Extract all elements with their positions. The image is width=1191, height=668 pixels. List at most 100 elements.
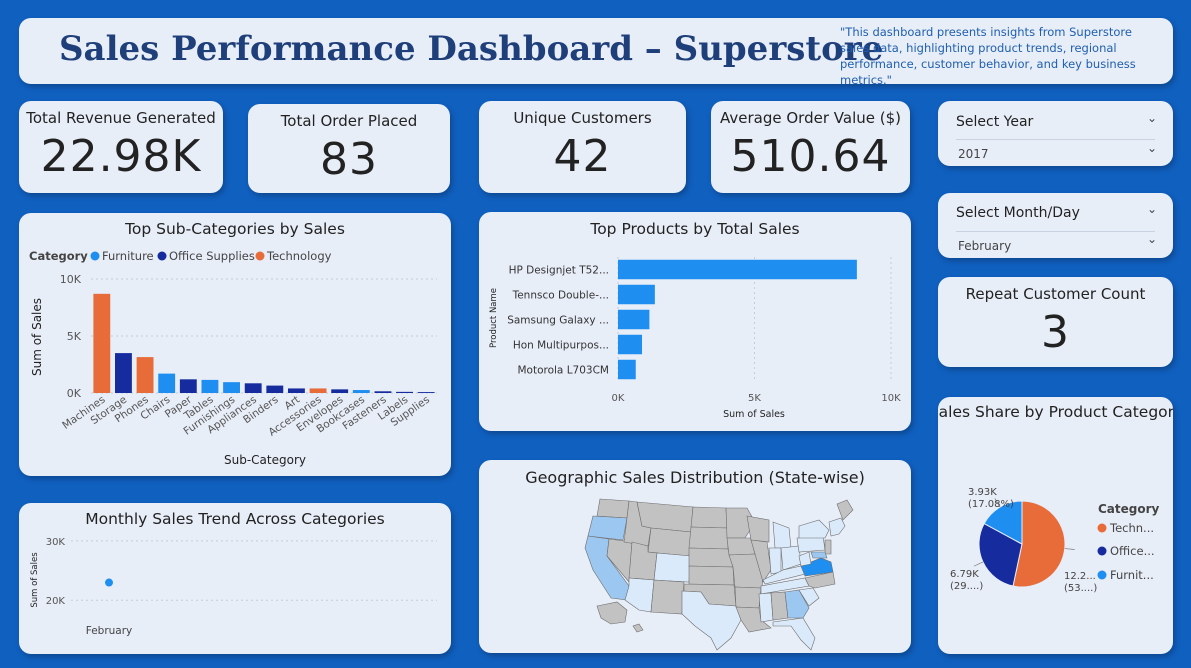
bar[interactable]: [331, 389, 349, 393]
bar[interactable]: [136, 357, 154, 393]
bar[interactable]: [179, 379, 197, 393]
month-slicer[interactable]: Select Month/Day ⌄ February ⌄: [938, 193, 1173, 258]
x-axis-label: Sub-Category: [224, 453, 306, 467]
year-slicer-value[interactable]: 2017: [958, 147, 989, 161]
map-region-indiana[interactable]: [768, 547, 782, 575]
map-region-colorado[interactable]: [653, 552, 692, 583]
map-region-north-dakota[interactable]: [690, 506, 728, 529]
bar[interactable]: [201, 379, 219, 393]
legend-title: Category: [29, 249, 88, 263]
legend-item-office-supplies[interactable]: Office Supplies: [169, 249, 255, 263]
header-card: Sales Performance Dashboard – Superstore…: [19, 18, 1173, 84]
leader-line: [973, 561, 984, 567]
map-region-alaska[interactable]: [596, 601, 628, 625]
y-axis-label: Sum of Sales: [30, 298, 44, 376]
map-region-south-carolina[interactable]: [798, 587, 820, 607]
map-region-florida[interactable]: [772, 617, 816, 651]
data-point[interactable]: [105, 578, 113, 587]
bar[interactable]: [158, 373, 176, 393]
bar[interactable]: [93, 293, 111, 393]
map-region-washington[interactable]: [596, 498, 630, 519]
kpi-repeat-card: Repeat Customer Count 3: [938, 277, 1173, 367]
map-region-michigan[interactable]: [772, 521, 792, 549]
map-region-wisconsin[interactable]: [746, 515, 770, 543]
us-state-map[interactable]: [479, 460, 911, 653]
legend-item-office-supplies[interactable]: Office...: [1110, 544, 1155, 558]
y-tick-label: 5K: [67, 330, 82, 343]
month-slicer-label: Select Month/Day: [956, 205, 1080, 221]
legend-item-furniture[interactable]: Furnit...: [1110, 568, 1154, 582]
bar[interactable]: [309, 388, 327, 393]
data-label: 6.79K: [950, 569, 979, 580]
chevron-down-icon[interactable]: ⌄: [1146, 111, 1157, 125]
kpi-aov-card: Average Order Value ($) 510.64: [711, 101, 910, 193]
bar[interactable]: [115, 353, 132, 393]
bar[interactable]: [352, 390, 370, 393]
map-region-arkansas[interactable]: [734, 586, 762, 609]
map-region-arizona[interactable]: [624, 577, 655, 613]
chart-title: Sales Share by Product Category: [938, 403, 1173, 421]
bar[interactable]: [396, 391, 413, 393]
year-slicer[interactable]: Select Year ⌄ 2017 ⌄: [938, 101, 1173, 166]
map-region-iowa[interactable]: [726, 537, 756, 556]
year-slicer-label: Select Year: [956, 114, 1034, 130]
y-tick-label: 20K: [46, 596, 66, 607]
map-region-oregon[interactable]: [587, 515, 628, 541]
map-region-west-virginia[interactable]: [798, 551, 812, 567]
map-region-mississippi[interactable]: [758, 592, 774, 623]
x-tick-label: February: [86, 625, 133, 637]
bar[interactable]: [374, 391, 392, 393]
map-region-georgia[interactable]: [784, 589, 810, 619]
chevron-down-icon[interactable]: ⌄: [1146, 141, 1157, 155]
month-slicer-value[interactable]: February: [958, 239, 1012, 253]
map-region-maryland[interactable]: [810, 551, 828, 559]
bar[interactable]: [618, 284, 655, 305]
legend-item-technology[interactable]: Techn...: [1109, 521, 1154, 535]
bar[interactable]: [618, 334, 643, 355]
chart-title: Top Sub-Categories by Sales: [124, 220, 345, 238]
map-region-maine[interactable]: [836, 499, 854, 521]
map-region-wyoming[interactable]: [647, 527, 692, 557]
map-region-new-york[interactable]: [798, 519, 830, 539]
x-tick-label: 10K: [881, 393, 901, 404]
map-region-virginia[interactable]: [800, 557, 834, 577]
map-region-hawaii[interactable]: [632, 623, 644, 633]
chevron-down-icon[interactable]: ⌄: [1146, 232, 1157, 246]
bar[interactable]: [244, 383, 262, 393]
map-region-texas[interactable]: [681, 590, 742, 651]
kpi-orders-label: Total Order Placed: [280, 112, 418, 130]
kpi-revenue-card: Total Revenue Generated 22.98K: [19, 101, 223, 193]
map-region-new-mexico[interactable]: [650, 579, 685, 615]
legend-item-technology[interactable]: Technology: [266, 249, 332, 263]
pie-slice[interactable]: [1012, 500, 1066, 588]
bar[interactable]: [266, 385, 284, 393]
y-tick-label: Samsung Galaxy ...: [507, 315, 609, 327]
map-region-south-dakota[interactable]: [688, 526, 729, 550]
map-region-illinois[interactable]: [750, 539, 772, 583]
map-region-new-jersey[interactable]: [824, 539, 832, 555]
monthly-trend-chart: Monthly Sales Trend Across Categories Su…: [30, 510, 437, 637]
map-card: Geographic Sales Distribution (State-wis…: [479, 460, 911, 653]
legend-title: Category: [1098, 502, 1160, 516]
map-region-new-england[interactable]: [828, 517, 846, 537]
map-region-nebraska[interactable]: [688, 547, 734, 568]
map-region-louisiana[interactable]: [735, 606, 772, 633]
bar[interactable]: [223, 382, 240, 393]
bar[interactable]: [288, 388, 305, 393]
map-region-kansas[interactable]: [688, 565, 735, 586]
bar[interactable]: [618, 309, 650, 330]
chevron-down-icon[interactable]: ⌄: [1146, 202, 1157, 216]
kpi-repeat-label: Repeat Customer Count: [965, 285, 1146, 303]
monthly-trend-chart-card: Monthly Sales Trend Across Categories Su…: [19, 503, 451, 654]
legend-marker-office-supplies: [1097, 546, 1107, 556]
map-region-pennsylvania[interactable]: [796, 535, 826, 553]
bar[interactable]: [618, 359, 636, 380]
map-region-north-carolina[interactable]: [804, 571, 836, 589]
page-description: "This dashboard presents insights from S…: [840, 25, 1136, 84]
bar[interactable]: [618, 259, 857, 280]
pie-slice[interactable]: [978, 522, 1023, 587]
legend-item-furniture[interactable]: Furniture: [102, 249, 154, 263]
legend-marker-furniture: [1097, 570, 1107, 580]
pie-slice[interactable]: [983, 500, 1023, 545]
bar[interactable]: [417, 392, 435, 393]
